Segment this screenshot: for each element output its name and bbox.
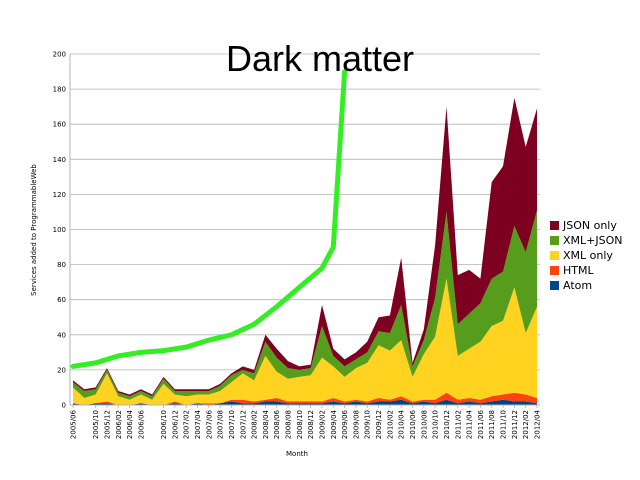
x-tick-label: 2006/04 <box>126 409 134 439</box>
x-tick-label: 2007/02 <box>183 410 191 439</box>
series-area-atom <box>73 399 537 405</box>
x-tick-label: 2007/12 <box>239 410 247 439</box>
legend-label: Atom <box>563 279 593 292</box>
y-tick-label: 180 <box>53 86 66 94</box>
x-tick-label: 2009/02 <box>319 410 327 439</box>
x-tick-label: 2005/12 <box>104 410 112 439</box>
y-tick-label: 120 <box>53 191 66 199</box>
x-tick-label: 2011/06 <box>477 409 485 439</box>
y-tick-label: 40 <box>57 331 66 339</box>
x-tick-label: 2007/08 <box>217 410 225 439</box>
x-tick-label: 2011/12 <box>511 410 519 439</box>
y-tick-label: 140 <box>53 156 66 164</box>
legend: JSON only XML+JSON XML only HTML Atom <box>550 218 623 293</box>
axes <box>69 54 540 406</box>
chart-title: Dark matter <box>225 38 415 79</box>
y-tick-label: 80 <box>57 261 66 269</box>
x-axis-label: Month <box>286 450 308 458</box>
x-tick-label: 2009/10 <box>364 410 372 439</box>
legend-swatch <box>550 236 559 245</box>
legend-item: JSON only <box>550 218 623 233</box>
legend-item: HTML <box>550 263 623 278</box>
legend-label: XML only <box>563 249 613 262</box>
legend-swatch <box>550 251 559 260</box>
x-tick-label: 2007/04 <box>194 409 202 439</box>
legend-label: JSON only <box>563 219 617 232</box>
legend-label: XML+JSON <box>563 234 623 247</box>
x-tick-label: 2008/08 <box>285 410 293 439</box>
y-tick-label: 0 <box>62 402 66 410</box>
grid-lines <box>70 53 540 406</box>
x-tick-label: 2010/04 <box>398 409 406 439</box>
x-tick-label: 2008/02 <box>251 410 259 439</box>
x-tick-label: 2008/04 <box>262 409 270 439</box>
x-tick-label: 2008/10 <box>296 410 304 439</box>
x-tick-label: 2010/06 <box>409 409 417 439</box>
x-tick-label: 2008/12 <box>307 410 315 439</box>
x-tick-labels: 2005/06 2005/10 2005/12 2006/02 2006/04 2006/… <box>70 405 542 439</box>
x-tick-label: 2006/02 <box>115 410 123 439</box>
legend-label: HTML <box>563 264 594 277</box>
series-area-xml-json <box>73 210 537 400</box>
y-tick-label: 60 <box>57 296 66 304</box>
series-area-xml-only <box>73 278 537 405</box>
legend-item: XML+JSON <box>550 233 623 248</box>
y-tick-label: 100 <box>53 226 66 234</box>
y-tick-label: 20 <box>57 366 66 374</box>
x-tick-label: 2006/12 <box>171 410 179 439</box>
legend-swatch <box>550 221 559 230</box>
x-tick-label: 2009/06 <box>341 409 349 439</box>
x-tick-label: 2011/02 <box>454 410 462 439</box>
x-tick-label: 2009/08 <box>352 410 360 439</box>
legend-item: Atom <box>550 278 623 293</box>
x-tick-label: 2012/02 <box>522 410 530 439</box>
legend-swatch <box>550 266 559 275</box>
x-tick-label: 2007/06 <box>205 409 213 439</box>
x-tick-label: 2009/04 <box>330 409 338 439</box>
x-tick-label: 2012/04 <box>534 409 542 439</box>
series-areas <box>73 97 537 405</box>
x-tick-label: 2010/02 <box>386 410 394 439</box>
x-tick-label: 2011/10 <box>500 410 508 439</box>
x-tick-label: 2006/10 <box>160 410 168 439</box>
legend-swatch <box>550 281 559 290</box>
y-tick-label: 160 <box>53 121 66 129</box>
x-tick-label: 2010/08 <box>420 410 428 439</box>
x-tick-label: 2007/10 <box>228 410 236 439</box>
x-tick-label: 2009/12 <box>375 410 383 439</box>
x-tick-label: 2006/06 <box>137 409 145 439</box>
x-tick-label: 2011/04 <box>466 409 474 439</box>
x-tick-label: 2010/10 <box>432 410 440 439</box>
y-tick-labels: 0 20 40 60 80 100 120 140 160 180 200 <box>53 51 66 410</box>
dark-matter-trend-line <box>70 69 348 369</box>
legend-item: XML only <box>550 248 623 263</box>
y-tick-label: 200 <box>53 51 66 59</box>
x-tick-label: 2010/12 <box>443 410 451 439</box>
x-tick-label: 2005/10 <box>92 410 100 439</box>
y-axis-label: Services added to ProgrammableWeb <box>30 164 38 296</box>
series-area-html <box>73 392 537 405</box>
x-tick-label: 2011/08 <box>488 410 496 439</box>
x-tick-label: 2008/06 <box>273 409 281 439</box>
x-tick-label: 2005/06 <box>70 409 78 439</box>
annotation-line <box>70 69 348 369</box>
